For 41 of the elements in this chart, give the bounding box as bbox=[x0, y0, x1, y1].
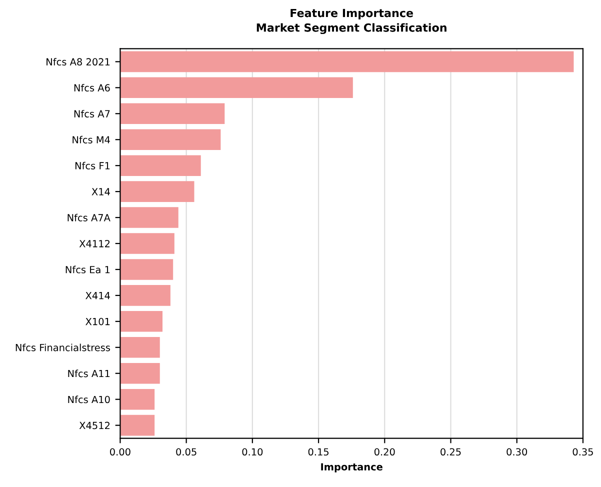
y-tick-label: Nfcs A6 bbox=[74, 84, 110, 92]
y-tick-label: X14 bbox=[92, 188, 110, 196]
y-tick-label: Nfcs A7A bbox=[68, 214, 110, 222]
y-tick-label: Nfcs Financialstress bbox=[16, 344, 110, 352]
chart-subtitle: Market Segment Classification bbox=[256, 23, 446, 34]
bar bbox=[120, 77, 353, 98]
y-tick-label: Nfcs A7 bbox=[74, 110, 110, 118]
bar bbox=[120, 233, 174, 254]
y-tick-label: X101 bbox=[86, 318, 110, 326]
y-tick-label: Nfcs A10 bbox=[68, 396, 110, 404]
bar bbox=[120, 103, 225, 124]
bar bbox=[120, 311, 163, 332]
y-tick-label: Nfcs A8 2021 bbox=[46, 58, 110, 66]
x-tick-label: 0.30 bbox=[506, 448, 528, 456]
x-tick-label: 0.25 bbox=[440, 448, 461, 456]
y-tick-label: Nfcs Ea 1 bbox=[66, 266, 110, 274]
chart-title: Feature Importance bbox=[290, 8, 413, 20]
x-tick-label: 0.15 bbox=[308, 448, 329, 456]
y-tick-label: Nfcs A11 bbox=[68, 370, 110, 378]
x-tick-label: 0.05 bbox=[176, 448, 196, 456]
y-tick-label: Nfcs M4 bbox=[72, 136, 110, 144]
bar bbox=[120, 362, 160, 384]
y-tick-label: X4112 bbox=[79, 240, 110, 248]
bar bbox=[120, 337, 160, 358]
x-tick-label: 0.35 bbox=[572, 448, 593, 456]
y-tick-label: X414 bbox=[86, 292, 110, 300]
x-tick-label: 0.20 bbox=[374, 448, 395, 456]
x-tick-label: 0.00 bbox=[110, 448, 130, 456]
bar bbox=[120, 259, 174, 280]
bar bbox=[120, 207, 178, 228]
y-tick-label: Nfcs F1 bbox=[75, 162, 110, 170]
y-tick-label: X4512 bbox=[79, 422, 110, 430]
bar bbox=[120, 155, 201, 176]
bar bbox=[120, 285, 170, 306]
bar bbox=[120, 181, 194, 202]
bar bbox=[120, 414, 155, 436]
bar bbox=[120, 129, 221, 150]
bar bbox=[120, 51, 574, 72]
x-axis-title: Importance bbox=[321, 463, 382, 472]
bar bbox=[120, 388, 155, 410]
x-tick-label: 0.10 bbox=[242, 448, 263, 456]
